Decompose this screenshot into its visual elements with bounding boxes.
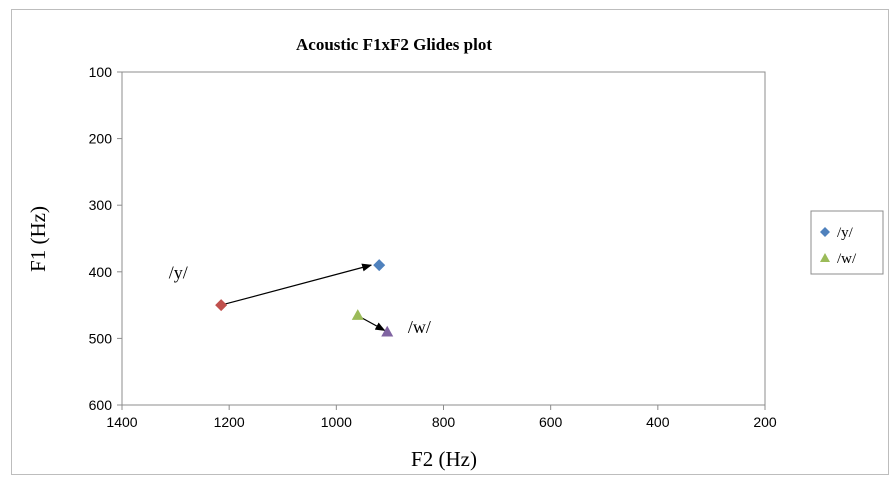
data-points [215, 259, 394, 337]
annotations: /y/ /w/ [169, 262, 431, 337]
data-point-triangle [351, 309, 364, 320]
transition-arrow [220, 263, 373, 306]
legend-marker-diamond [820, 227, 830, 237]
chart-frame: Acoustic F1xF2 Glides plot 1400 1200 1000 8… [11, 9, 889, 475]
data-point-triangle [381, 325, 394, 337]
legend-marker-triangle [820, 253, 830, 262]
y-tick-label: 500 [89, 330, 113, 346]
annotation-label: /y/ [169, 262, 188, 282]
x-axis-title: F2 (Hz) [411, 447, 477, 471]
plot-area [121, 71, 766, 406]
annotation-label: /w/ [408, 317, 431, 337]
chart-title: Acoustic F1xF2 Glides plot [296, 35, 492, 54]
y-axis-ticks: 100 200 300 400 500 600 [89, 64, 122, 413]
legend-box [810, 210, 884, 275]
y-axis-title: F1 (Hz) [26, 206, 50, 272]
legend: /y/ /w/ [810, 210, 884, 275]
legend-label: /y/ [837, 225, 854, 241]
scatter-chart: Acoustic F1xF2 Glides plot 1400 1200 1000 8… [26, 35, 884, 471]
arrows [220, 263, 386, 331]
y-tick-label: 300 [89, 197, 113, 213]
transition-arrow [360, 316, 386, 331]
y-tick-label: 200 [89, 131, 113, 147]
x-tick-label: 1400 [106, 414, 137, 430]
y-tick-label: 600 [89, 397, 113, 413]
x-axis-ticks: 1400 1200 1000 800 600 400 200 [106, 405, 777, 430]
legend-label: /w/ [837, 251, 857, 267]
y-tick-label: 100 [89, 64, 113, 80]
data-point-diamond [215, 299, 228, 312]
x-tick-label: 1000 [321, 414, 352, 430]
x-tick-label: 800 [432, 414, 456, 430]
x-tick-label: 200 [753, 414, 777, 430]
x-tick-label: 1200 [214, 414, 245, 430]
x-tick-label: 600 [539, 414, 563, 430]
x-tick-label: 400 [646, 414, 670, 430]
y-tick-label: 400 [89, 264, 113, 280]
data-point-diamond [373, 259, 386, 272]
